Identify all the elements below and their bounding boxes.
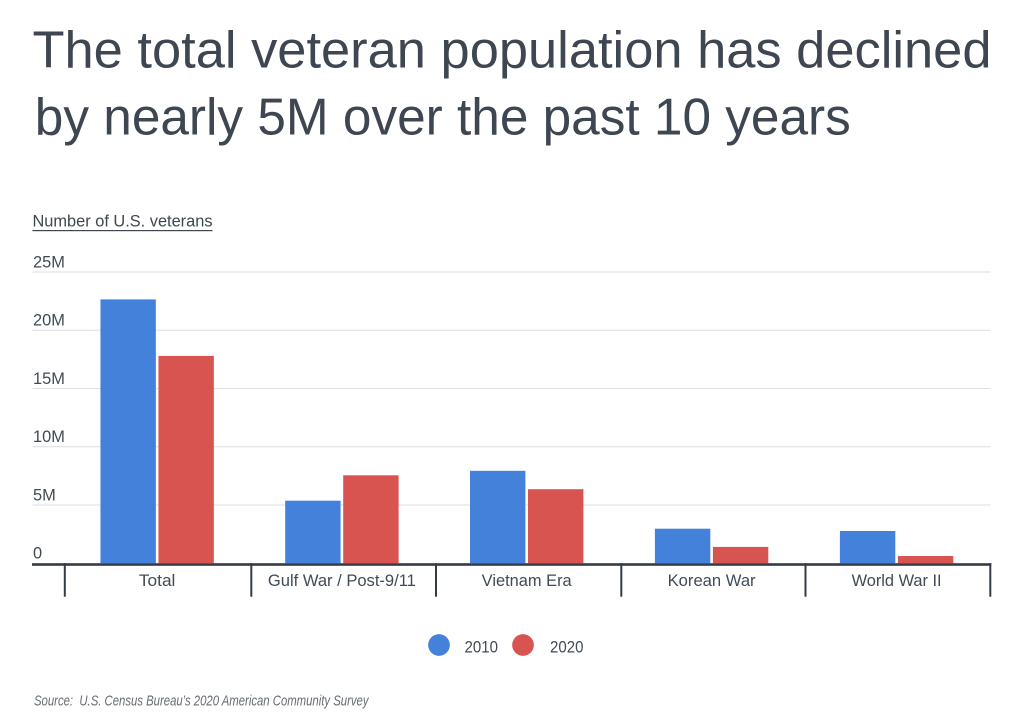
svg-text:Gulf War / Post-9/11: Gulf War / Post-9/11 [268, 572, 416, 590]
svg-text:20M: 20M [33, 312, 65, 330]
svg-text:2020: 2020 [550, 637, 584, 656]
svg-text:Source: U.S. Census Bureau’s: Source: U.S. Census Bureau’s 2020 Americ… [34, 693, 369, 709]
svg-text:5M: 5M [33, 486, 56, 504]
svg-text:Total: Total [139, 572, 176, 590]
svg-text:World War II: World War II [852, 572, 942, 590]
svg-text:2010: 2010 [465, 637, 499, 656]
svg-text:0: 0 [33, 545, 42, 563]
svg-text:The total veteran population h: The total veteran population has decline… [33, 21, 992, 79]
svg-text:by nearly 5M over the past 10: by nearly 5M over the past 10 years [35, 89, 851, 147]
svg-text:10M: 10M [33, 428, 65, 446]
svg-text:Vietnam Era: Vietnam Era [482, 572, 573, 590]
svg-text:Korean War: Korean War [668, 572, 757, 590]
svg-text:25M: 25M [33, 253, 65, 271]
svg-text:15M: 15M [33, 370, 65, 388]
svg-text:Number of U.S. veterans: Number of U.S. veterans [33, 213, 213, 231]
